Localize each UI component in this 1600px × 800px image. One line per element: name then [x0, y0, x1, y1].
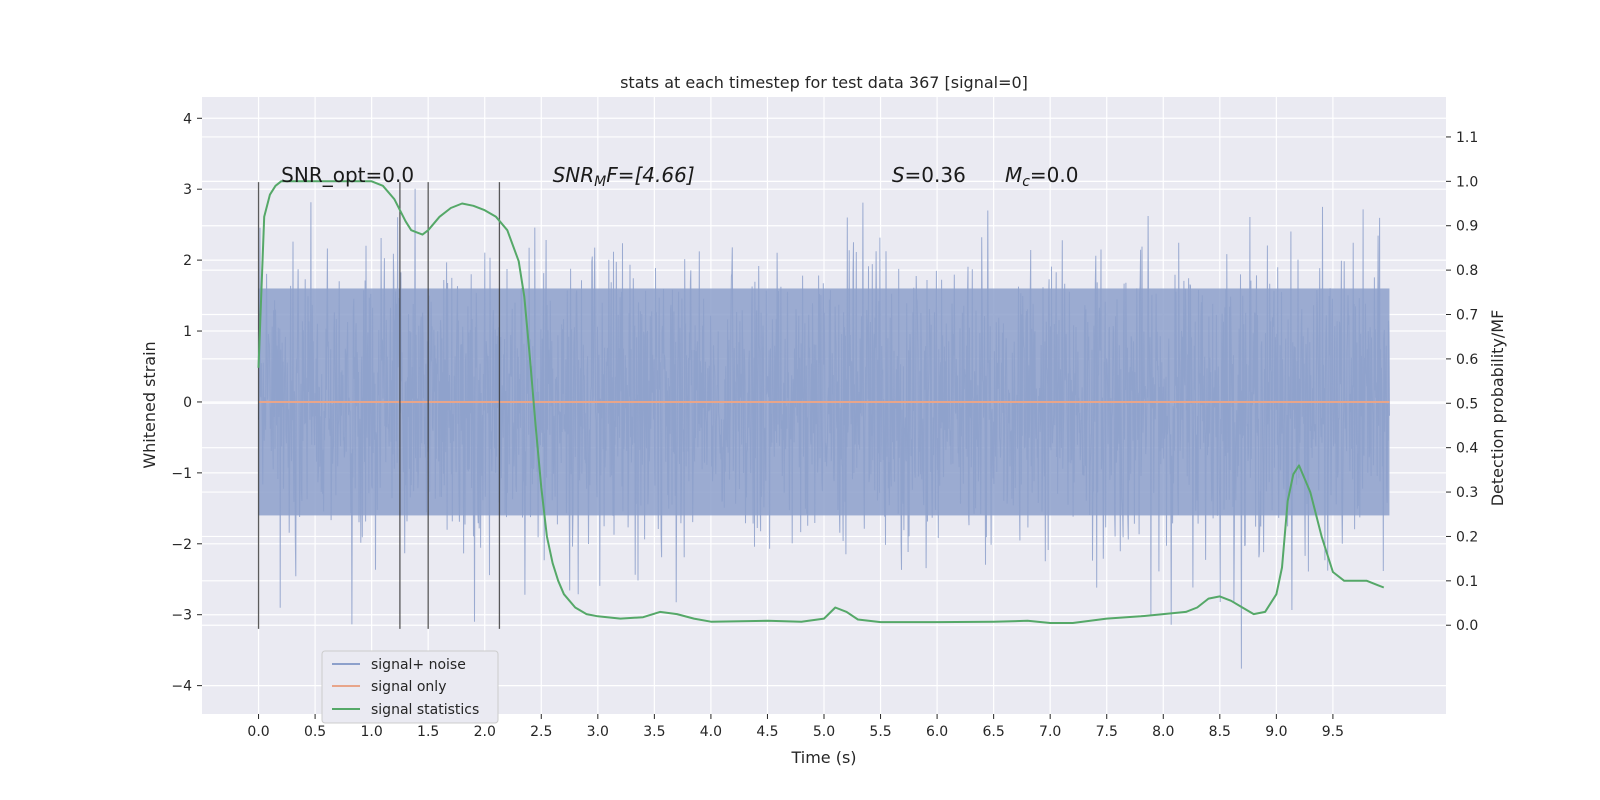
y-tick-label: 4: [183, 111, 192, 127]
y2-tick-label: 1.0: [1456, 174, 1478, 190]
x-tick-label: 2.5: [530, 724, 552, 740]
y2-tick-label: 0.5: [1456, 396, 1478, 412]
y-tick-label: −1: [171, 466, 192, 482]
y2-tick-label: 0.0: [1456, 618, 1478, 634]
x-tick-label: 9.5: [1322, 724, 1344, 740]
y2-tick-label: 0.1: [1456, 574, 1478, 590]
x-tick-label: 1.0: [361, 724, 383, 740]
x-tick-label: 3.5: [643, 724, 665, 740]
y2-tick-label: 0.6: [1456, 352, 1478, 368]
x-tick-label: 4.0: [700, 724, 722, 740]
x-tick-label: 2.0: [474, 724, 496, 740]
y2-tick-label: 0.8: [1456, 263, 1478, 279]
x-tick-label: 6.5: [983, 724, 1005, 740]
y-axis-label: Whitened strain: [140, 341, 159, 468]
x-tick-label: 9.0: [1265, 724, 1287, 740]
annotation: Mc=0.0: [1005, 163, 1079, 190]
annotation: SNRMF=[4.66]: [553, 163, 695, 190]
legend-label-signal-statistics: signal statistics: [371, 702, 479, 718]
chart-title: stats at each timestep for test data 367…: [620, 73, 1028, 92]
x-tick-label: 0.0: [247, 724, 269, 740]
x-tick-label: 6.0: [926, 724, 948, 740]
x-axis-label: Time (s): [790, 748, 856, 767]
y2-axis-label: Detection probability/MF: [1488, 310, 1507, 507]
signal-statistics-series: [257, 180, 1385, 624]
y-tick-label: 1: [183, 324, 192, 340]
noise-line: [258, 188, 1390, 669]
y2-tick-label: 0.9: [1456, 219, 1478, 235]
x-tick-label: 5.5: [869, 724, 891, 740]
x-tick-label: 3.0: [587, 724, 609, 740]
axes: 0.0 0.5 1.0 1.5 2.0 2.5 3.0 3.5 4.0 4.5 5.0 5.5 6.0 6…: [171, 111, 1478, 740]
y2-tick-label: 0.7: [1456, 308, 1478, 324]
y2-tick-label: 0.3: [1456, 485, 1478, 501]
x-tick-label: 7.5: [1096, 724, 1118, 740]
x-tick-label: 1.5: [417, 724, 439, 740]
vertical-markers: [257, 182, 501, 629]
legend-label-signal-only: signal only: [371, 679, 446, 695]
legend-box: [321, 650, 499, 724]
y-tick-label: −3: [171, 608, 192, 624]
annotations: SNR_opt=0.0 SNRMF=[4.66] S=0.36 Mc=0.0: [281, 163, 1078, 190]
y-tick-label: −2: [171, 537, 192, 553]
y-tick-label: 3: [183, 182, 192, 198]
x-tick-label: 7.0: [1039, 724, 1061, 740]
x-tick-label: 5.0: [813, 724, 835, 740]
signal-statistics-line: [257, 180, 1385, 624]
y-tick-label: −4: [171, 679, 192, 695]
annotation: SNR_opt=0.0: [281, 163, 414, 187]
annotation: S=0.36: [892, 163, 966, 187]
x-tick-label: 8.0: [1152, 724, 1174, 740]
legend-label-signal-noise: signal+ noise: [371, 657, 466, 673]
x-tick-label: 4.5: [756, 724, 778, 740]
y2-tick-label: 0.4: [1456, 441, 1478, 457]
y-tick-label: 0: [183, 395, 192, 411]
y2-tick-label: 1.1: [1456, 130, 1478, 146]
x-tick-label: 0.5: [304, 724, 326, 740]
y2-tick-label: 0.2: [1456, 529, 1478, 545]
x-tick-label: 8.5: [1209, 724, 1231, 740]
y-tick-label: 2: [183, 253, 192, 269]
legend: signal+ noise signal only signal statist…: [321, 650, 499, 724]
